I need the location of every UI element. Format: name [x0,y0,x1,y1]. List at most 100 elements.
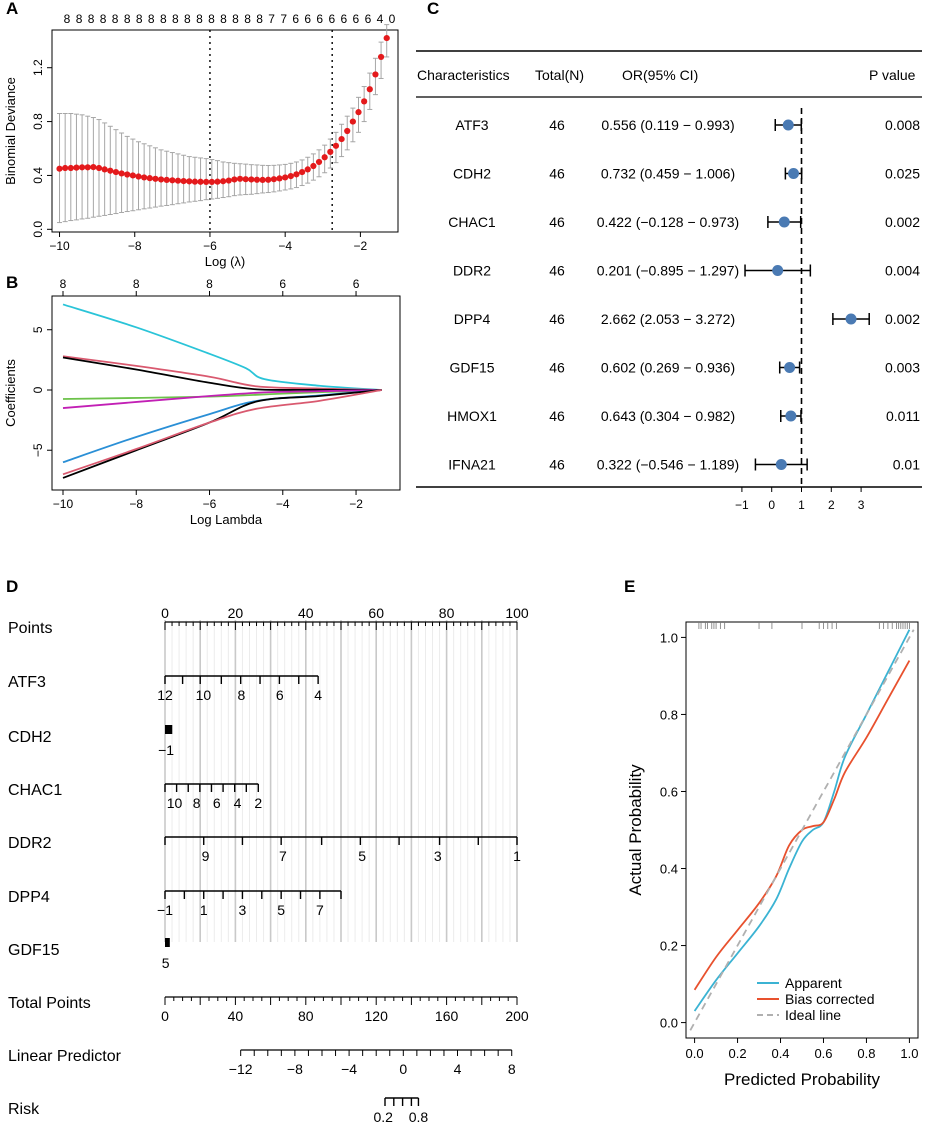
points-tick-label: 60 [368,605,384,621]
deviance-point [152,175,159,182]
row-gene-name: DDR2 [453,263,491,279]
row-or-ci: 0.556 (0.119 − 0.993) [601,117,734,133]
points-tick-label: 80 [439,605,455,621]
row-gene-name: HMOX1 [447,408,497,424]
deviance-point [180,177,187,185]
nomogram-tick-label: 5 [162,955,170,971]
y-axis-title: Actual Probability [626,764,645,896]
nomogram-tick-label: 4 [234,795,242,811]
deviance-point [118,170,125,177]
row-total: 46 [549,360,565,376]
deviance-point [259,176,266,183]
row-or-ci: 0.422 (−0.128 − 0.973) [597,214,739,230]
row-or-ci: 0.643 (0.304 − 0.982) [601,408,735,424]
nomogram-row-label: Risk [8,1101,40,1118]
nomogram-tick-label: 7 [316,902,324,918]
nomogram-tick-label: 5 [277,902,285,918]
deviance-point [141,174,148,181]
row-gene-name: CDH2 [453,166,491,182]
row-total: 46 [549,263,565,279]
y-axis-title: Coefficients [3,359,18,427]
deviance-point [56,165,63,172]
row-gene-name: ATF3 [455,117,488,133]
row-or-ci: 0.201 (−0.895 − 1.297) [597,263,739,279]
calibration-line-bias-corrected [693,660,911,991]
nomogram-tick-label: 3 [434,848,442,864]
top-axis-label: 8 [76,12,83,26]
row-pvalue: 0.002 [885,311,920,327]
plot-frame [51,29,399,233]
top-axis-label: 8 [244,12,251,26]
row-or-ci: 2.662 (2.053 − 3.272) [601,311,735,327]
nomogram-tick-label: 5 [358,848,366,864]
deviance-point [293,171,300,178]
or-point [784,362,796,373]
legend-label: Apparent [785,975,842,991]
deviance-point [124,171,131,178]
legend-label: Ideal line [785,1007,841,1023]
nomogram-tick-label: 4 [314,687,322,703]
top-axis-label: 6 [341,12,348,26]
top-axis-label: 4 [377,12,384,26]
nomogram-tick-label: 3 [239,902,247,918]
deviance-point [310,162,317,170]
nomogram-tick-label: 8 [237,687,245,703]
panel-c-forest-table: Characteristics Total(N) OR(95% CI) P value… [416,50,922,512]
row-pvalue: 0.002 [885,214,920,230]
panel-label-a: A [6,0,18,18]
deviance-point [361,98,368,105]
panel-label-b: B [6,273,18,292]
row-pvalue: 0.011 [886,408,920,424]
coef-path-rose-bottom [62,389,382,476]
coef-path-black-bottom [62,389,382,479]
nomogram-row-label: Points [8,620,52,637]
row-gene-name: IFNA21 [448,457,496,473]
top-axis-label: 8 [148,12,155,26]
coef-path-black-top [62,356,382,391]
deviance-point [186,178,193,185]
plot-frame [51,295,401,491]
nomogram-tick-label: 6 [213,795,221,811]
deviance-point [276,175,283,182]
top-axis-label: 8 [232,12,239,26]
deviance-point [304,166,311,173]
col-header-pvalue: P value [869,67,916,83]
y-tick-label: 0.8 [31,113,45,130]
deviance-point [327,148,334,155]
top-axis-label: 6 [316,12,323,26]
nomogram-row-label: CDH2 [8,729,52,746]
deviance-point [84,164,91,171]
x-tick-label: −4 [278,239,292,253]
top-axis-label: 8 [124,12,131,26]
x-tick-label: −8 [129,497,143,511]
row-gene-name: CHAC1 [448,214,496,230]
deviance-point [191,178,199,185]
y-tick-label: 0.6 [660,784,678,799]
deviance-point [344,127,351,135]
row-total: 46 [549,311,565,327]
deviance-point [377,53,385,61]
panel-e-calibration: 0.0 0.2 0.4 0.6 0.8 1.0 0.0 0.2 0.4 0.6 0.8 1.0 Pred… [626,621,919,1089]
nomogram-tick-label: 8 [193,795,201,811]
top-axis-label: 7 [268,12,275,26]
x-tick-label: 0.4 [771,1046,789,1061]
deviance-point [349,118,356,125]
x-axis-title: Log Lambda [190,512,263,527]
linear-predictor-tick-label: 8 [508,1061,516,1077]
x-tick-label: −6 [203,497,217,511]
deviance-point [225,177,232,184]
deviance-point [214,178,221,185]
calibration-line-apparent [693,629,911,1012]
x-tick-label: −8 [128,239,142,253]
total-points-tick-label: 80 [298,1008,314,1024]
deviance-point [174,177,182,184]
panel-b-coefficient-paths: −10 −8 −6 −4 −2 −5 0 5 8 8 8 6 6 Log Lambda Coefficien… [3,277,401,527]
linear-predictor-tick-label: −4 [341,1061,357,1077]
row-gene-name: DPP4 [454,311,491,327]
y-tick-label: 0.4 [31,167,45,184]
forest-x-tick-label: 0 [768,498,775,512]
row-pvalue: 0.004 [885,263,920,279]
coef-path-magenta [62,389,382,409]
x-tick-label: −10 [53,497,74,511]
